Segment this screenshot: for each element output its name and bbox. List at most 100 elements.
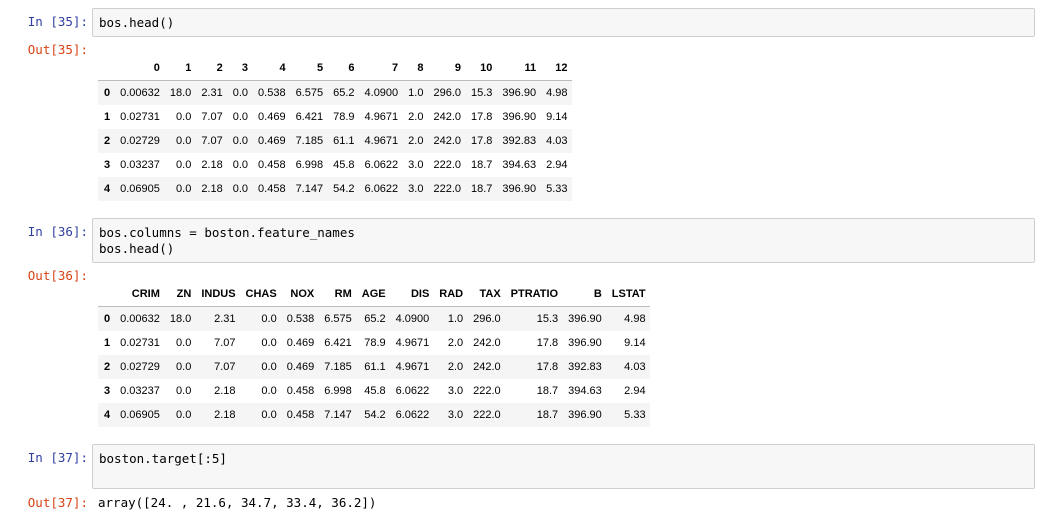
- cell: 0.0: [232, 159, 249, 171]
- cell: 396.90: [568, 313, 602, 325]
- cell: 4.0900: [395, 313, 430, 325]
- table-row: 3 0.03237 0.0 2.18 0.0 0.458 6.998 45.8 6.0622 3.…: [98, 153, 572, 177]
- cell: 54.2: [333, 183, 355, 195]
- column-header: PTRATIO: [504, 282, 563, 307]
- column-header: 7: [358, 56, 403, 81]
- cell: 65.2: [364, 313, 386, 325]
- column-header: B: [562, 282, 606, 307]
- cell: 2.18: [214, 385, 236, 397]
- cell: 45.8: [364, 385, 386, 397]
- cell: 0.0: [232, 87, 249, 99]
- column-header: 0: [114, 56, 164, 81]
- cell: 2.31: [214, 313, 236, 325]
- cell: 0.0: [176, 183, 192, 195]
- cell: 2.31: [201, 87, 223, 99]
- cell: 0.469: [286, 361, 315, 373]
- column-header: 4: [252, 56, 290, 81]
- cell: 0.02731: [120, 337, 160, 349]
- cell: 15.3: [536, 313, 559, 325]
- cell: 4.98: [546, 87, 568, 99]
- cell: 1.0: [408, 87, 424, 99]
- cell: 0.0: [261, 361, 277, 373]
- cell: 392.83: [568, 361, 602, 373]
- column-header: 8: [402, 56, 428, 81]
- cell: 396.90: [502, 111, 537, 123]
- column-header: 12: [540, 56, 572, 81]
- out-prompt: Out[35]:: [27, 42, 88, 57]
- cell: 4.03: [546, 135, 568, 147]
- cell: 0.0: [261, 385, 277, 397]
- code-line: bos.columns = boston.feature_names: [99, 225, 355, 240]
- cell: 4.9671: [364, 135, 399, 147]
- in-prompt: In [36]:: [27, 224, 88, 239]
- code-line: bos.head(): [99, 15, 175, 30]
- code-input[interactable]: bos.head(): [92, 8, 1035, 37]
- cell: 0.538: [286, 313, 315, 325]
- cell: 6.0622: [364, 159, 399, 171]
- dataframe: CRIM ZN INDUS CHAS NOX RM AGE DIS RAD TAX PTRATIO B…: [98, 282, 650, 427]
- cell: 222.0: [433, 159, 461, 171]
- cell: 0.0: [176, 135, 192, 147]
- out-prompt: Out[37]:: [27, 495, 88, 510]
- cell: 0.02729: [120, 361, 160, 373]
- cell: 0.458: [286, 409, 315, 421]
- cell: 0.0: [176, 337, 192, 349]
- cell: 1.0: [447, 313, 464, 325]
- cell: 0.0: [176, 409, 192, 421]
- cell: 7.147: [295, 183, 324, 195]
- cell: 17.8: [536, 361, 559, 373]
- cell: 0.0: [261, 337, 277, 349]
- cell: 78.9: [364, 337, 386, 349]
- cell: 396.90: [568, 409, 602, 421]
- cell: 0.0: [232, 111, 249, 123]
- cell: 7.185: [295, 135, 324, 147]
- out-prompt: Out[36]:: [27, 268, 88, 283]
- cell: 0.0: [176, 159, 192, 171]
- row-index: 1: [104, 337, 111, 349]
- table-header: 0 1 2 3 4 5 6 7 8 9 10 11 12: [98, 56, 572, 81]
- column-header: 5: [289, 56, 328, 81]
- cell: 78.9: [333, 111, 355, 123]
- cell: 18.7: [471, 183, 493, 195]
- cell: 6.575: [324, 313, 352, 325]
- cell: 5.33: [546, 183, 568, 195]
- cell: 0.0: [261, 313, 277, 325]
- cell: 6.998: [295, 159, 324, 171]
- table-row: 0 0.00632 18.0 2.31 0.0 0.538 6.575 65.2 4.0900 1…: [98, 306, 650, 331]
- cell: 61.1: [364, 361, 386, 373]
- cell: 7.185: [324, 361, 352, 373]
- cell: 222.0: [473, 409, 501, 421]
- cell: 61.1: [333, 135, 355, 147]
- row-index: 0: [104, 313, 111, 325]
- row-index: 2: [104, 135, 111, 147]
- cell: 0.469: [258, 111, 286, 123]
- cell: 4.9671: [364, 111, 399, 123]
- row-index: 3: [104, 385, 111, 397]
- cell: 6.998: [324, 385, 352, 397]
- column-header: 10: [465, 56, 497, 81]
- cell: 0.538: [258, 87, 286, 99]
- cell: 2.0: [408, 135, 424, 147]
- table-row: 4 0.06905 0.0 2.18 0.0 0.458 7.147 54.2 6.0622 3.…: [98, 403, 650, 427]
- cell: 0.0: [176, 361, 192, 373]
- column-header: 3: [226, 56, 253, 81]
- cell: 2.18: [201, 183, 223, 195]
- cell: 396.90: [502, 87, 537, 99]
- code-input[interactable]: boston.target[:5]: [92, 444, 1035, 489]
- column-header: 1: [163, 56, 196, 81]
- cell: 3.0: [447, 385, 464, 397]
- cell: 6.0622: [395, 409, 430, 421]
- cell: 222.0: [433, 183, 461, 195]
- cell: 7.07: [201, 135, 223, 147]
- cell: 6.0622: [364, 183, 399, 195]
- cell: 0.06905: [120, 409, 160, 421]
- cell: 3.0: [408, 159, 424, 171]
- cell: 4.03: [624, 361, 646, 373]
- cell: 2.0: [447, 361, 464, 373]
- cell: 7.07: [201, 111, 223, 123]
- code-input[interactable]: bos.columns = boston.feature_names bos.he…: [92, 218, 1035, 263]
- table-body: 0 0.00632 18.0 2.31 0.0 0.538 6.575 65.2 4.0900 1…: [98, 80, 572, 201]
- cell: 2.18: [201, 159, 223, 171]
- cell: 18.7: [536, 385, 559, 397]
- cell: 4.98: [624, 313, 646, 325]
